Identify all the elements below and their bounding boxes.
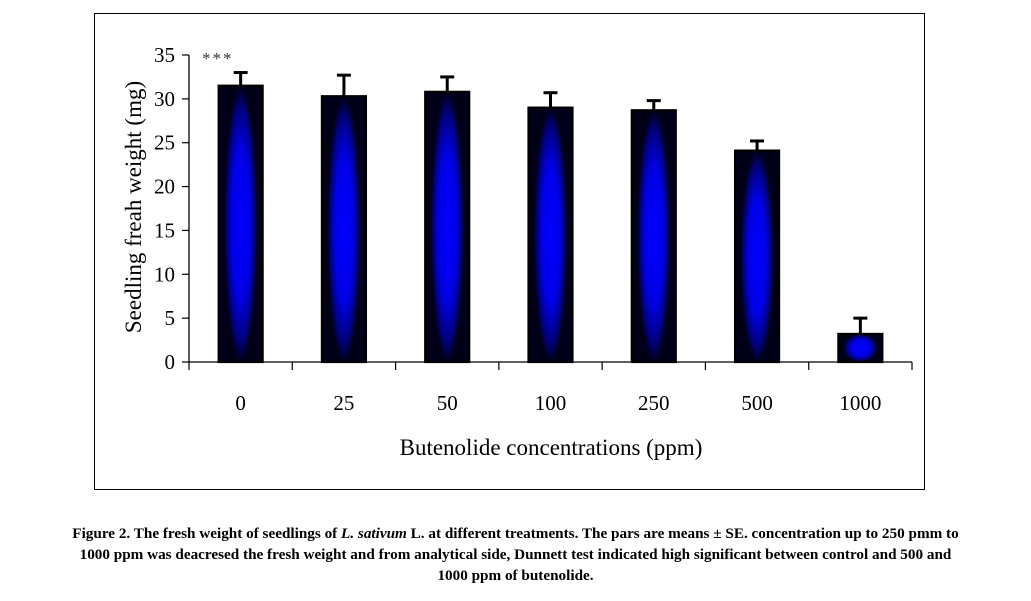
x-tick-label-0: 0 [235,391,246,415]
bar-0 [217,84,264,364]
y-tick-label-30: 30 [154,87,175,111]
figure-frame [94,13,925,490]
x-tick-label-250: 250 [638,391,670,415]
y-tick-label-20: 20 [154,175,175,199]
y-tick-label-0: 0 [165,350,176,374]
y-tick-label-10: 10 [154,262,175,286]
y-tick-label-25: 25 [154,131,175,155]
caption-label: Figure 2. [72,525,131,542]
caption-line-3: 1000 ppm of butenolide. [437,567,594,584]
caption-text: L. at different treatments. The pars are… [406,525,959,542]
species-name: L. sativum [341,525,407,542]
axes-layer [188,55,912,363]
caption-line-2: 1000 ppm was deacresed the fresh weight … [79,546,952,563]
x-axis-title: Butenolide concentrations (ppm) [400,435,703,460]
x-tick-label-1000: 1000 [839,391,881,415]
y-tick-label-35: 35 [154,43,175,67]
y-axis-title: Seedling freah weight (mg) [121,81,146,333]
figure-caption: Figure 2. The fresh weight of seedlings … [0,523,1031,586]
bar-1000 [837,332,884,364]
y-ticks-layer: 0 5 10 15 20 25 30 35 [154,43,189,374]
x-tick-label-100: 100 [535,391,567,415]
caption-line-1: Figure 2. The fresh weight of seedlings … [0,523,1031,544]
error-bars-layer [233,71,868,334]
x-ticks-layer: 0 25 50 100 250 500 1000 [188,362,913,415]
bar-50 [424,90,471,364]
y-tick-label-5: 5 [165,306,176,330]
x-tick-label-25: 25 [333,391,354,415]
bar-250 [630,109,677,364]
significance-annotation: *** [202,49,234,68]
x-tick-label-500: 500 [741,391,773,415]
y-tick-label-15: 15 [154,218,175,242]
caption-text: The fresh weight of seedlings of [130,525,342,542]
bars-layer [217,84,884,364]
bar-25 [320,95,368,364]
x-tick-label-50: 50 [437,391,458,415]
bar-100 [527,106,574,364]
bar-500 [733,149,781,364]
